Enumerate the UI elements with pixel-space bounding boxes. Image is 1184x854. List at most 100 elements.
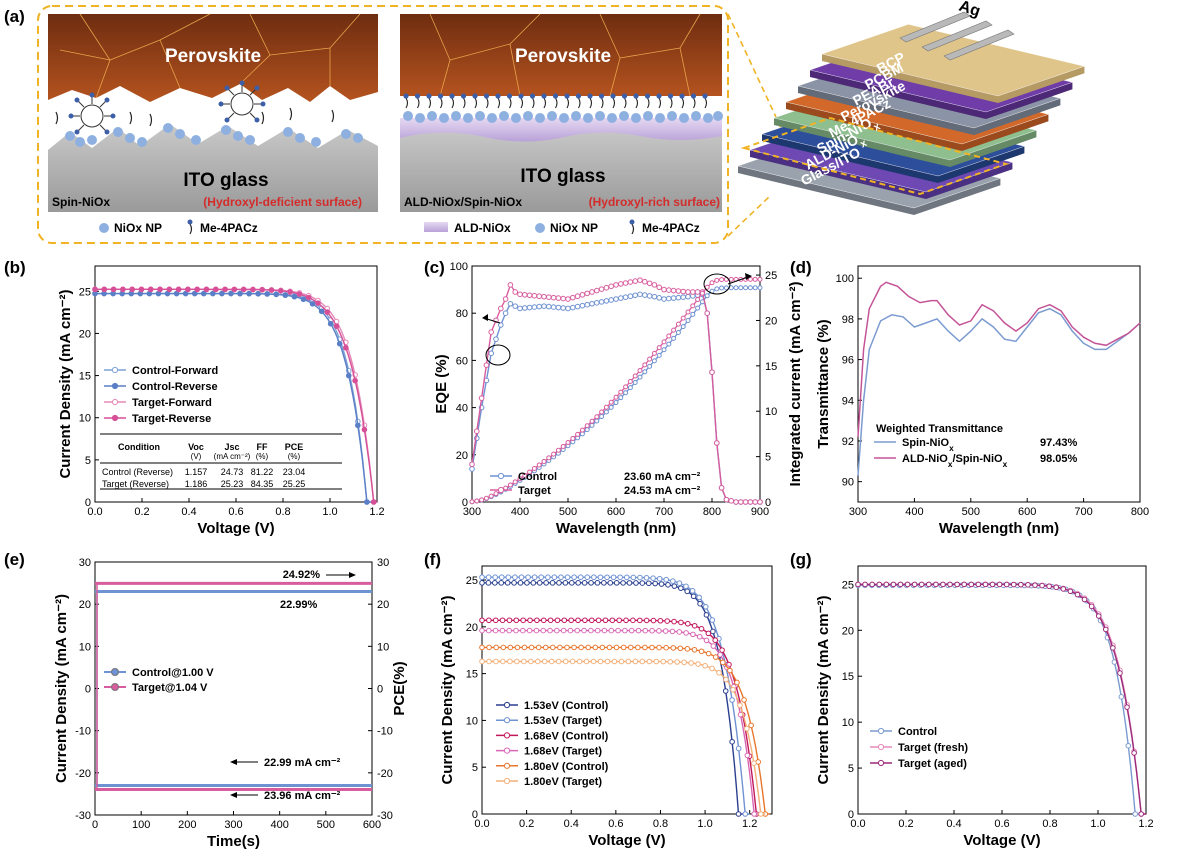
series-c-integrated-point <box>613 394 619 400</box>
series-f-point <box>613 580 620 586</box>
series-f-point <box>560 627 567 634</box>
series-g-point <box>1117 670 1123 676</box>
series-c-eqe-point <box>680 288 687 295</box>
series-f-point <box>703 612 710 618</box>
series-c-integrated-point <box>719 277 725 283</box>
table-cell: 25.25 <box>283 479 306 489</box>
y-tick-label: 0 <box>462 497 468 509</box>
molecule-tail <box>520 97 524 109</box>
series-f-point <box>554 617 561 624</box>
x-tick-label: 600 <box>363 819 381 831</box>
series-f-point <box>592 644 599 651</box>
y-tick-label: 40 <box>456 403 468 415</box>
stack-layer-side <box>774 118 950 167</box>
series-c-integrated-point <box>642 362 648 368</box>
table-header: Voc <box>188 442 204 452</box>
legend-marker <box>111 398 119 406</box>
series-b-point <box>222 286 228 293</box>
series-c-integrated-point <box>690 311 696 317</box>
molecule-head <box>587 93 593 99</box>
molecule-head <box>564 93 570 99</box>
stack-layer-side <box>822 54 998 103</box>
y-tick-label: 25 <box>79 286 91 298</box>
series-f-point <box>671 618 677 625</box>
series-f-point <box>735 811 742 817</box>
series-g-point <box>1018 581 1024 588</box>
series-f-point <box>545 574 551 581</box>
series-b-point <box>343 344 349 351</box>
series-f-point <box>530 580 537 586</box>
legend-label: Target (fresh) <box>898 742 968 754</box>
series-c-integrated-point <box>560 443 566 449</box>
panel-letter-b: (b) <box>4 258 26 277</box>
series-f-point <box>485 574 492 581</box>
zoom-line-bottom <box>727 195 771 237</box>
series-f-point <box>551 574 558 581</box>
series-f-point <box>623 617 629 624</box>
series-f-point <box>674 659 680 665</box>
ag-label: Ag <box>957 0 983 20</box>
table-header: Condition <box>118 442 160 452</box>
panel-letter-e: (e) <box>4 550 25 569</box>
x-tick-label: 900 <box>751 506 769 518</box>
series-f-point <box>670 645 677 651</box>
molecule-tail <box>578 97 581 109</box>
series-f-point <box>574 627 581 634</box>
series-f-point <box>498 574 505 581</box>
series-c-eqe-point <box>603 284 610 291</box>
y-tick-label: 5 <box>848 763 854 775</box>
series-c-eqe-point <box>704 310 711 317</box>
series-f-point <box>538 574 545 581</box>
series-c-integrated-point <box>675 330 681 336</box>
series-f-point <box>540 627 547 634</box>
series-c-integrated-point <box>747 276 753 282</box>
y-tick-label: 94 <box>842 395 854 407</box>
series-c-integrated-point <box>685 318 691 324</box>
series-c-integrated-point <box>623 384 629 390</box>
series-f-point <box>506 627 513 634</box>
table-header-unit: (%) <box>288 452 301 461</box>
series-c-integrated-point <box>613 400 619 406</box>
series-c-integrated-point <box>752 285 758 291</box>
series-c-eqe-point <box>632 278 639 284</box>
series-f-point <box>696 594 702 601</box>
legend-label: 1.53eV (Control) <box>524 700 609 712</box>
series-c-integrated-point <box>738 285 744 291</box>
series-c-eqe-point <box>584 301 591 308</box>
series-b-point <box>370 499 377 505</box>
series-b-point <box>268 287 275 293</box>
series-b-point <box>336 340 343 347</box>
series-c-integrated-point <box>752 276 758 282</box>
series-c-eqe-point <box>632 292 639 299</box>
y-tick-label: 98 <box>842 314 854 326</box>
series-f-point <box>542 644 549 651</box>
series-f-point <box>493 644 499 651</box>
series-f-point <box>642 627 649 634</box>
legend-value: 23.60 mA cm⁻² <box>624 471 701 483</box>
series-b-point <box>129 286 135 293</box>
series-g-point <box>1010 581 1017 588</box>
series-f-point <box>729 738 735 745</box>
series-f-point <box>684 620 691 627</box>
series-b-point <box>203 286 210 293</box>
series-c-integrated-point <box>632 373 638 379</box>
series-g-point <box>855 581 861 588</box>
series-f-point <box>577 574 584 581</box>
series-c-eqe-point <box>728 498 735 504</box>
series-c-integrated-point <box>675 321 681 327</box>
series-b-point <box>282 292 289 299</box>
legend-value: 97.43% <box>1040 437 1078 449</box>
series-c-integrated-point <box>517 476 523 482</box>
series-g-point <box>876 581 883 588</box>
ito-layer-left <box>48 124 378 212</box>
series-c-integrated-point <box>479 497 485 503</box>
series-c-eqe-point <box>642 292 648 298</box>
series-f-point <box>658 581 665 587</box>
series-c-integrated-point <box>695 305 701 311</box>
series-f-point <box>643 575 650 581</box>
zoom-line-top <box>727 13 783 131</box>
table-cell: 84.35 <box>251 479 274 489</box>
series-c-integrated-point <box>651 350 657 356</box>
series-f-point <box>730 686 736 693</box>
y-tick-label: 30 <box>79 557 91 569</box>
